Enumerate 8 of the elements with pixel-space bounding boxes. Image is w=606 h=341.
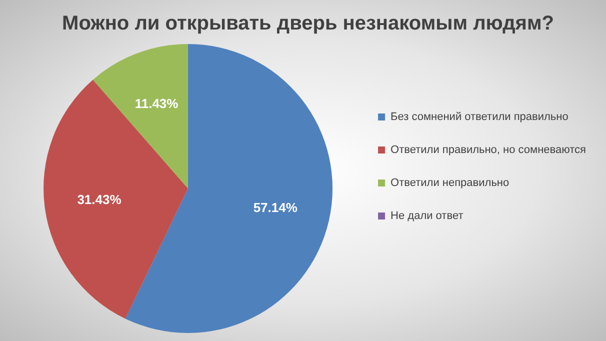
legend-label: Ответили правильно, но сомневаются: [390, 144, 586, 156]
legend-label: Ответили неправильно: [390, 177, 510, 190]
chart-title: Можно ли открывать дверь незнакомым людям?: [62, 12, 554, 35]
legend-label: Не дали ответ: [390, 210, 464, 222]
legend-label: Без сомнений ответили правильно: [390, 111, 568, 124]
data-label: 57.14%: [253, 200, 298, 216]
data-label: 31.43%: [77, 192, 122, 208]
data-label: 11.43%: [134, 96, 179, 112]
